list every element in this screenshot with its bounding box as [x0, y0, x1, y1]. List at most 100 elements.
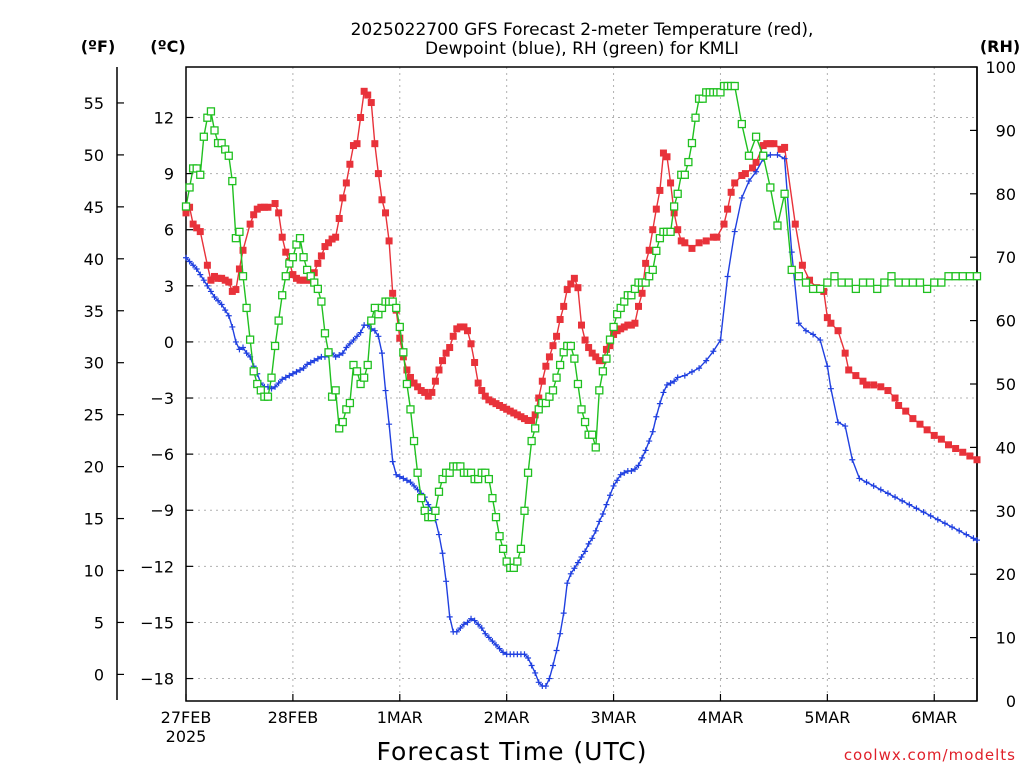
rh-point [278, 291, 287, 300]
temperature-point [973, 456, 981, 464]
temperature-point [296, 276, 304, 284]
rh-point [235, 227, 244, 236]
temperature-point [585, 344, 593, 352]
rh-point [431, 506, 440, 515]
fahrenheit-tick-label: 40 [84, 250, 104, 269]
temperature-point [250, 211, 258, 219]
dewpoint-point [949, 524, 956, 531]
dewpoint-point [892, 494, 899, 501]
temperature-point [239, 246, 247, 254]
celsius-tick-label: −15 [140, 613, 174, 632]
fahrenheit-tick-label: 25 [84, 406, 104, 425]
temperature-point [396, 334, 404, 342]
dewpoint-point [546, 675, 553, 682]
temperature-point [635, 302, 643, 310]
dewpoint-point [710, 348, 717, 355]
temperature-point [367, 99, 375, 107]
temperature-point [670, 209, 678, 217]
rh-point [894, 278, 903, 287]
series-temperature [182, 87, 981, 464]
rh-point [206, 107, 216, 116]
temperature-point [478, 387, 486, 395]
rh-point [324, 348, 333, 357]
temperature-point [289, 271, 297, 279]
dewpoint-point [354, 333, 361, 340]
temperature-point [414, 383, 422, 391]
dewpoint-point [560, 610, 567, 617]
temperature-point [207, 276, 215, 284]
temperature-point [467, 340, 475, 348]
temperature-point [781, 143, 789, 151]
dewpoint-point [279, 376, 286, 383]
dewpoint-point [582, 548, 589, 555]
dewpoint-point [300, 365, 307, 372]
rh-point [759, 151, 768, 160]
dewpoint-point [802, 327, 809, 334]
rh-point [548, 386, 558, 395]
dewpoint-point [774, 151, 781, 158]
rh-point [873, 284, 882, 294]
dewpoint-point [927, 512, 934, 519]
dewpoint-point [336, 352, 343, 359]
rh-point [751, 132, 761, 141]
temperature-point [563, 286, 571, 294]
rh-point [360, 373, 369, 382]
temperature-point [863, 381, 871, 389]
rh-point [595, 386, 604, 395]
dewpoint-point [304, 361, 311, 368]
celsius-tick-label: −18 [140, 670, 174, 689]
temperature-point [257, 203, 265, 211]
rh-point [851, 284, 861, 294]
dewpoint-point [439, 550, 446, 557]
rh-point [295, 234, 305, 243]
temperature-point [720, 220, 728, 228]
temperature-point [702, 237, 710, 245]
dewpoint-point [817, 337, 824, 344]
rh-tick-label: 40 [996, 438, 1016, 457]
celsius-tick-label: −12 [140, 557, 174, 576]
dewpoint-point [375, 333, 382, 340]
rh-point [922, 284, 932, 294]
temperature-point [513, 411, 521, 419]
rh-point [338, 417, 347, 427]
dewpoint-point [243, 350, 250, 357]
dewpoint-point [628, 467, 635, 474]
temperature-point [506, 407, 514, 415]
temperature-point [727, 188, 735, 196]
temperature-point [827, 319, 835, 327]
dewpoint-point [435, 531, 442, 538]
rh-point [787, 265, 796, 275]
dewpoint-point [664, 381, 671, 388]
rh-point [523, 468, 533, 477]
rh-point [488, 493, 497, 503]
x-tick-label: 5MAR [804, 708, 850, 727]
temperature-point [677, 237, 685, 245]
rh-point [555, 360, 565, 370]
temperature-point [182, 209, 190, 217]
dewpoint-point [795, 320, 802, 327]
temperature-point [909, 415, 917, 423]
fahrenheit-tick-label: 50 [84, 146, 104, 165]
rh-point [648, 265, 657, 275]
rh-point [242, 303, 251, 313]
series-layer [181, 81, 982, 690]
temperature-point [431, 377, 439, 385]
rh-point [352, 367, 362, 376]
temperature-point [556, 315, 564, 323]
rh-point [270, 341, 280, 351]
rh-point [673, 189, 682, 198]
dewpoint-point [617, 471, 624, 478]
dewpoint-point [482, 630, 489, 637]
dewpoint-point [578, 553, 585, 560]
temperature-point [770, 140, 778, 148]
temperature-point [602, 345, 610, 353]
temperature-point [371, 140, 379, 148]
dewpoint-point [934, 516, 941, 523]
temperature-point [891, 394, 899, 402]
rh-tick-label: 90 [996, 121, 1016, 140]
temperature-point [524, 416, 532, 424]
rh-point [858, 278, 868, 287]
temperature-point [435, 366, 443, 374]
rh-point [516, 544, 526, 553]
temperature-point [278, 233, 286, 241]
